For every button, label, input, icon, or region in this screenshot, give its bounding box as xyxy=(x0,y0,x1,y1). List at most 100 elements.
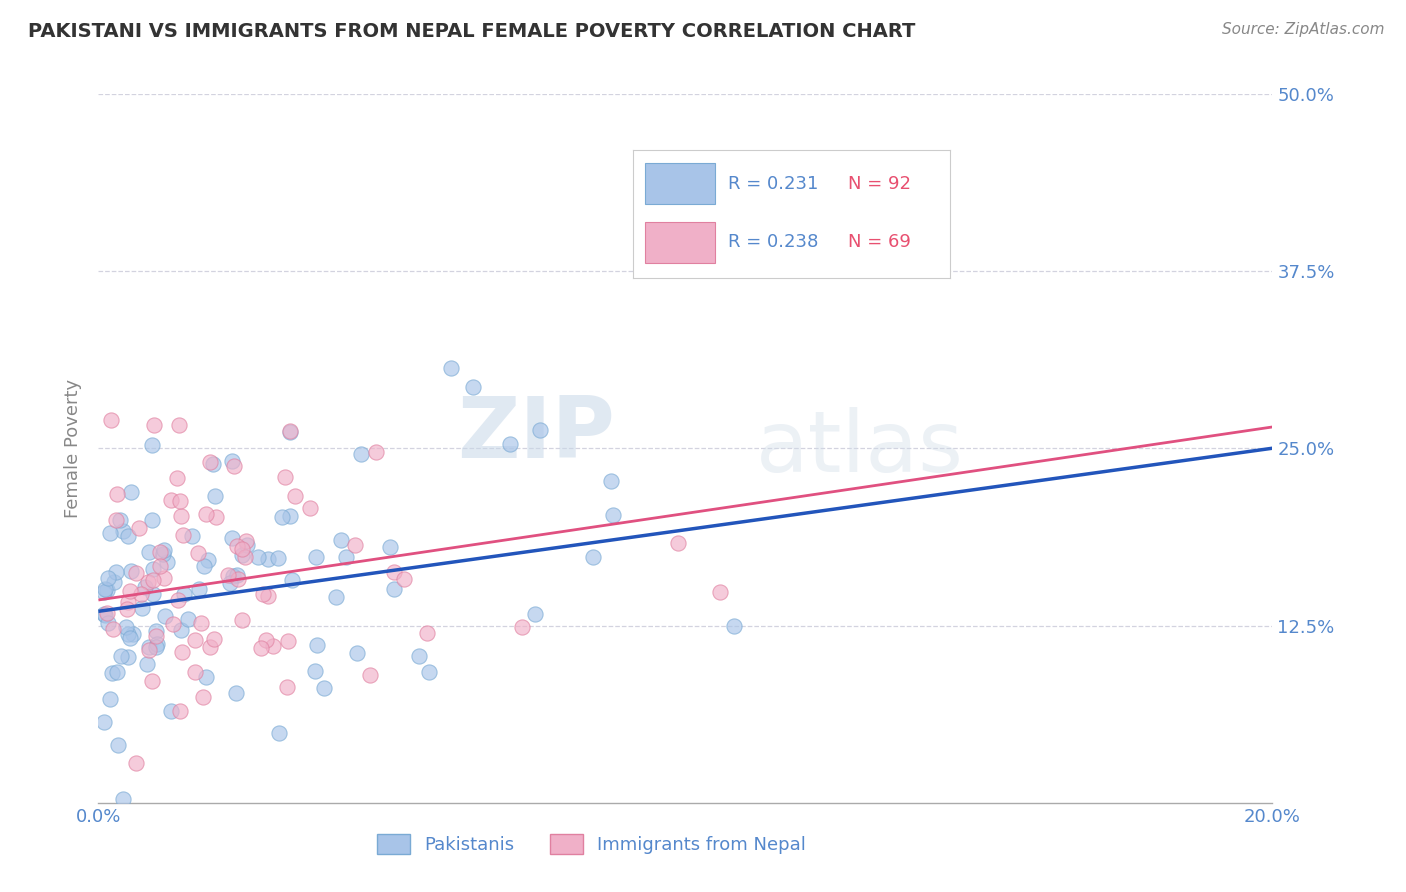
Point xyxy=(461,380,484,394)
Point xyxy=(112,524,135,538)
Point xyxy=(256,552,278,566)
Point xyxy=(440,360,463,375)
Point xyxy=(346,646,368,660)
Point xyxy=(202,458,225,472)
Point xyxy=(226,568,249,582)
Point xyxy=(115,602,138,616)
Point xyxy=(96,582,118,597)
Point xyxy=(125,756,148,770)
Point xyxy=(120,485,142,500)
Point xyxy=(299,501,322,516)
Point xyxy=(392,572,415,586)
Point xyxy=(204,489,226,503)
Point xyxy=(117,650,139,665)
Point xyxy=(105,513,128,527)
Point xyxy=(187,546,209,560)
Point xyxy=(96,607,118,621)
Point xyxy=(149,559,172,574)
Point xyxy=(190,616,212,631)
Point xyxy=(162,616,184,631)
Point xyxy=(198,640,221,655)
Point xyxy=(278,509,301,524)
Point xyxy=(205,510,228,524)
Point xyxy=(221,531,243,545)
Point xyxy=(499,437,522,451)
Point xyxy=(125,566,148,580)
Point xyxy=(277,634,299,648)
Point xyxy=(270,509,292,524)
Point xyxy=(235,534,257,549)
Point xyxy=(269,726,291,740)
Text: atlas: atlas xyxy=(756,407,965,490)
Point xyxy=(280,573,302,587)
Point xyxy=(359,668,381,682)
Point xyxy=(141,438,163,452)
Point xyxy=(100,412,122,426)
Point xyxy=(160,493,183,508)
Point xyxy=(325,591,347,605)
Point xyxy=(254,632,277,647)
Point xyxy=(107,738,129,752)
Point xyxy=(252,587,274,601)
Y-axis label: Female Poverty: Female Poverty xyxy=(65,379,83,517)
Point xyxy=(97,571,120,585)
Point xyxy=(152,547,174,561)
Point xyxy=(600,474,623,488)
Point xyxy=(226,540,249,554)
Point xyxy=(141,674,163,689)
Point xyxy=(122,627,145,641)
Point xyxy=(582,550,605,565)
Point xyxy=(602,508,624,522)
Point xyxy=(231,548,253,562)
Point xyxy=(510,620,533,634)
Point xyxy=(219,576,242,591)
Point xyxy=(112,792,135,806)
Point xyxy=(233,550,256,565)
Point xyxy=(194,507,217,521)
Point xyxy=(274,470,297,484)
Point xyxy=(173,587,195,601)
Point xyxy=(117,626,139,640)
Point xyxy=(135,657,157,672)
Point xyxy=(187,582,209,596)
Point xyxy=(278,425,301,439)
Point xyxy=(231,541,253,556)
Text: Source: ZipAtlas.com: Source: ZipAtlas.com xyxy=(1222,22,1385,37)
Point xyxy=(307,638,329,652)
Legend: Pakistanis, Immigrants from Nepal: Pakistanis, Immigrants from Nepal xyxy=(370,827,813,861)
Point xyxy=(529,424,551,438)
Point xyxy=(145,629,167,643)
Point xyxy=(142,587,165,601)
Point xyxy=(335,549,357,564)
Point xyxy=(382,565,405,579)
Point xyxy=(169,704,191,718)
Point xyxy=(177,612,200,626)
Point xyxy=(115,620,138,634)
Point xyxy=(120,564,142,578)
Point xyxy=(159,704,181,718)
Point xyxy=(170,645,193,659)
Point xyxy=(166,471,188,485)
Point xyxy=(103,575,125,590)
Point xyxy=(202,632,225,646)
Point xyxy=(110,513,132,527)
Point xyxy=(146,637,169,651)
Point xyxy=(120,584,142,599)
Point xyxy=(344,538,367,552)
Text: ZIP: ZIP xyxy=(457,392,614,475)
Point xyxy=(105,486,128,500)
Point xyxy=(155,609,177,624)
Point xyxy=(181,529,204,543)
Point xyxy=(284,489,307,503)
Point xyxy=(98,692,121,706)
Point xyxy=(231,613,253,627)
Point xyxy=(304,664,326,678)
Point xyxy=(217,568,239,582)
Point xyxy=(134,580,156,594)
Point xyxy=(276,680,298,694)
Point xyxy=(93,585,115,599)
Point xyxy=(129,587,152,601)
Point xyxy=(93,715,115,730)
Point xyxy=(225,686,247,700)
Point xyxy=(152,542,174,557)
